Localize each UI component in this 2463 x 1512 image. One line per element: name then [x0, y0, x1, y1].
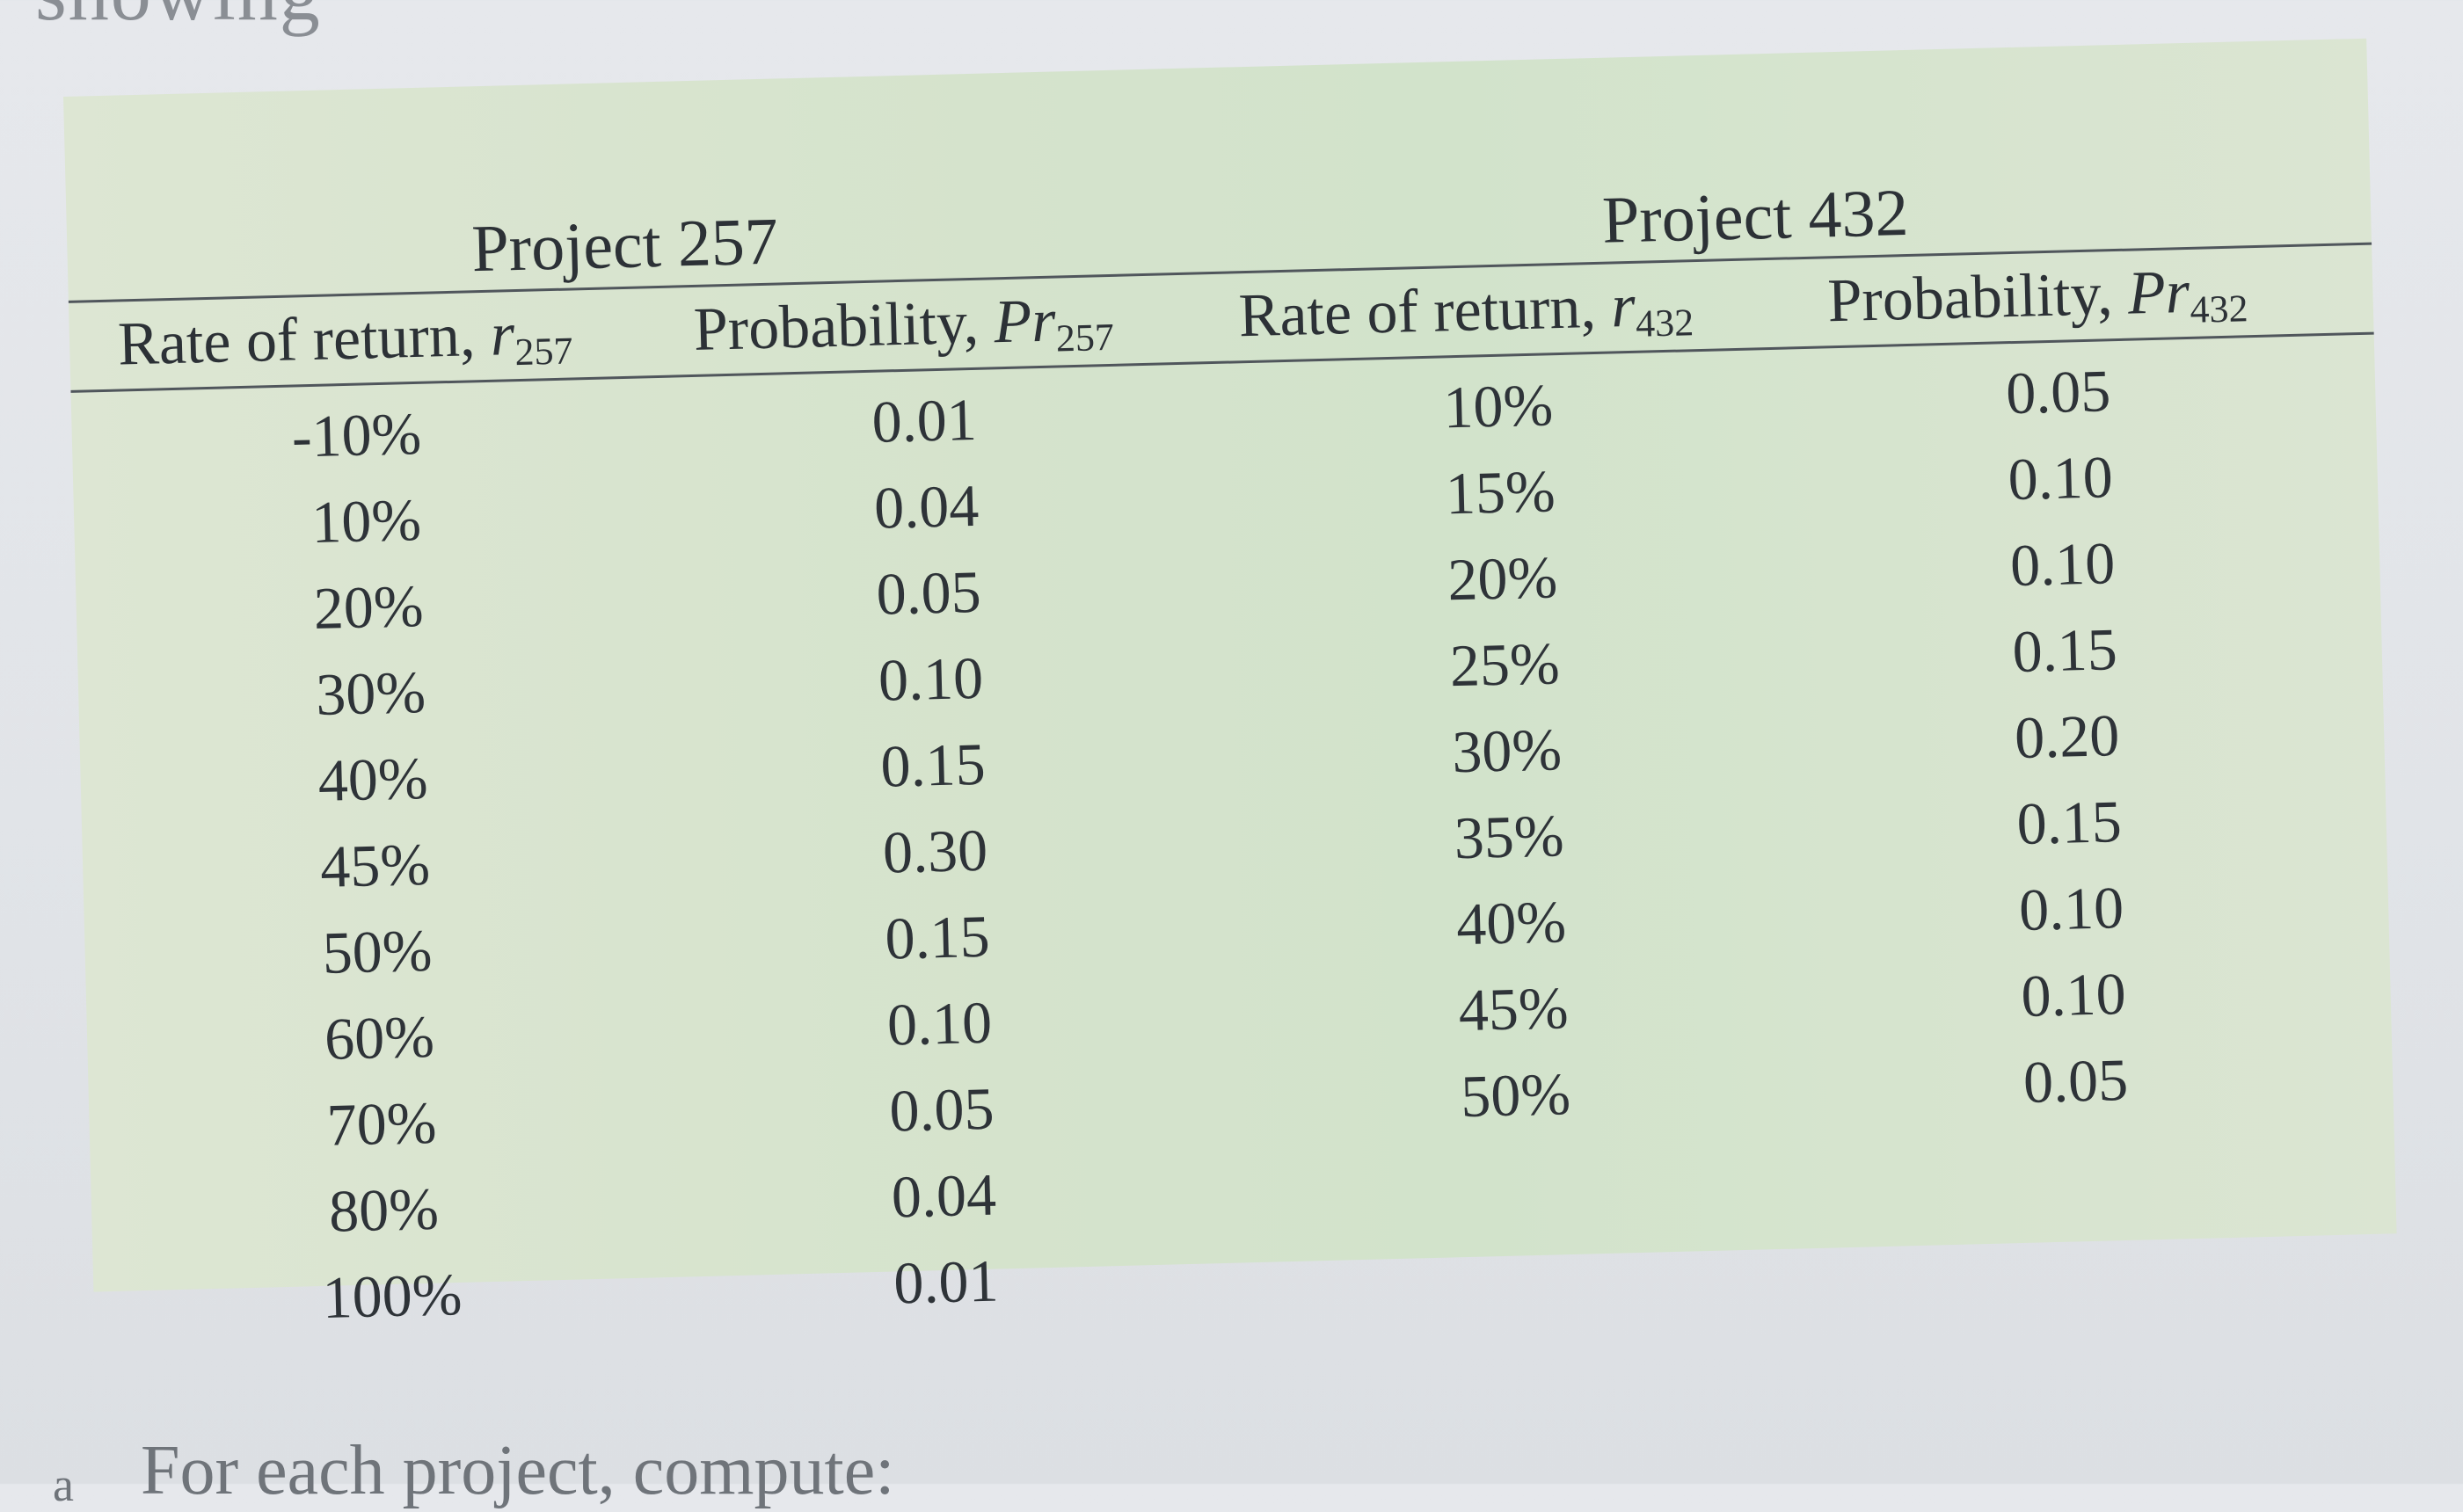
probability-432-cell: 0.10: [2018, 874, 2125, 944]
rate-432-cell: 50%: [1460, 1060, 1571, 1130]
rate-257-cell: 30%: [315, 658, 426, 728]
rate-257-cell: 60%: [324, 1002, 435, 1072]
column-header-probability-432: Probability, Pr432: [1826, 258, 2249, 336]
rate-432-cell: 10%: [1442, 371, 1555, 441]
question-item-letter: a: [53, 1458, 74, 1511]
probability-432-cell: 0.10: [2020, 959, 2127, 1029]
probability-257-cell: 0.15: [879, 730, 987, 800]
rate-257-cell: 100%: [321, 1260, 463, 1331]
probability-257-cell: 0.01: [893, 1247, 1000, 1317]
rate-257-cell: 40%: [317, 744, 429, 814]
probability-257-cell: 0.05: [875, 557, 982, 628]
probability-432-cell: 0.10: [2007, 443, 2114, 513]
rate-432-cell: 40%: [1455, 888, 1567, 958]
question-prompt-text: For each project, compute:: [141, 1432, 895, 1509]
probability-257-cell: 0.30: [882, 816, 988, 886]
probability-257-cell: 0.10: [886, 988, 993, 1058]
cropped-heading-text: showing: [35, 0, 322, 39]
probability-257-cell: 0.04: [873, 471, 980, 542]
probability-432-cell: 0.15: [2011, 615, 2118, 686]
question-prompt: a For each project, compute:: [53, 1431, 895, 1511]
rate-257-cell: 20%: [312, 571, 425, 642]
rate-257-cell: 45%: [319, 830, 431, 900]
probability-432-cell: 0.10: [2009, 529, 2117, 600]
probability-257-cell: 0.15: [884, 902, 991, 972]
column-header-probability-257: Probability, Pr257: [692, 287, 1115, 364]
probability-432-cell: 0.05: [2005, 357, 2112, 427]
project-432-title: Project 432: [1601, 175, 1910, 258]
rate-257-cell: 10%: [310, 485, 422, 556]
rate-432-cell: 30%: [1451, 716, 1563, 786]
rate-432-cell: 20%: [1446, 543, 1558, 614]
probability-257-cell: 0.01: [871, 385, 978, 455]
project-257-title: Project 257: [470, 204, 779, 287]
rate-432-cell: 45%: [1457, 974, 1570, 1044]
probability-257-cell: 0.05: [888, 1074, 995, 1145]
rate-257-cell: 70%: [325, 1088, 438, 1159]
probability-257-cell: 0.04: [891, 1160, 997, 1231]
rate-257-cell: -10%: [290, 399, 423, 470]
probability-432-cell: 0.20: [2014, 701, 2121, 772]
probability-432-cell: 0.15: [2015, 788, 2123, 858]
rate-257-cell: 50%: [321, 916, 434, 986]
probability-432-cell: 0.05: [2022, 1045, 2130, 1116]
probability-257-cell: 0.10: [878, 643, 985, 714]
rate-432-cell: 35%: [1453, 802, 1565, 872]
probability-table: Project 257 Project 432 Rate of return, …: [63, 38, 2397, 1331]
rate-257-cell: 80%: [328, 1174, 440, 1245]
rate-432-cell: 15%: [1444, 457, 1556, 527]
rate-432-cell: 25%: [1448, 629, 1561, 700]
